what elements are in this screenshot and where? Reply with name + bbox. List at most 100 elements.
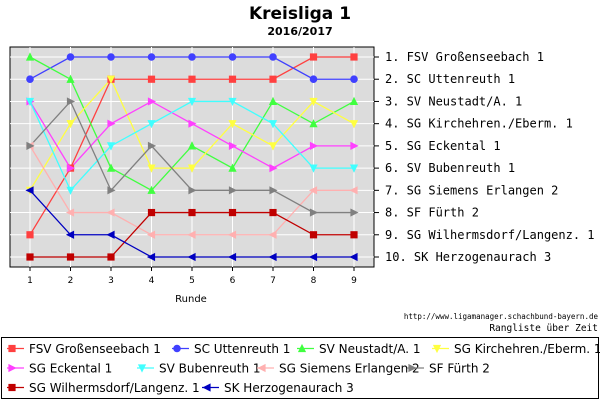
chart-title: Kreisliga 1 bbox=[249, 4, 351, 24]
data-point bbox=[268, 142, 278, 151]
chart-subtitle: 2016/2017 bbox=[267, 25, 332, 38]
data-point bbox=[147, 208, 156, 217]
legend-marker bbox=[8, 344, 16, 353]
data-point bbox=[106, 75, 116, 84]
data-point bbox=[268, 96, 278, 106]
legend-entry: SG Eckental 1 bbox=[29, 362, 112, 376]
standing-label: 6. SV Bubenreuth 1 bbox=[385, 161, 515, 175]
data-point bbox=[269, 208, 277, 217]
standing-label: 2. SC Uttenreuth 1 bbox=[385, 72, 515, 86]
data-point bbox=[350, 141, 359, 150]
data-point bbox=[188, 186, 197, 195]
legend-box bbox=[1, 337, 599, 399]
legend-entry: FSV Großenseebach 1 bbox=[29, 342, 161, 356]
standing-label: 9. SG Wilhermsdorf/Langenz. 1 bbox=[385, 228, 595, 242]
standing-label: 8. SF Fürth 2 bbox=[385, 206, 479, 220]
data-point bbox=[65, 230, 75, 239]
data-point bbox=[228, 186, 238, 195]
data-point bbox=[349, 96, 359, 106]
data-point bbox=[26, 75, 34, 84]
legend-entry: SG Siemens Erlangen 2 bbox=[279, 362, 420, 376]
legend-entry: SC Uttenreuth 1 bbox=[194, 342, 290, 356]
data-point bbox=[228, 208, 237, 217]
data-point bbox=[228, 75, 237, 83]
data-point bbox=[25, 52, 35, 61]
legend-entry: SG Wilhermsdorf/Langenz. 1 bbox=[29, 381, 200, 395]
data-point bbox=[65, 208, 75, 217]
legend-marker bbox=[173, 344, 181, 353]
standing-label: 1. FSV Großenseebach 1 bbox=[385, 50, 544, 64]
data-point bbox=[25, 97, 35, 107]
data-point bbox=[147, 97, 157, 106]
data-point bbox=[350, 53, 358, 61]
data-point bbox=[349, 164, 359, 173]
data-point bbox=[66, 74, 75, 83]
data-point bbox=[146, 230, 156, 239]
data-point bbox=[147, 75, 156, 83]
x-tick-label: 1 bbox=[27, 276, 33, 286]
data-point bbox=[269, 164, 278, 173]
legend-entry: SK Herzogenaurach 3 bbox=[224, 381, 354, 395]
data-point bbox=[107, 53, 115, 61]
data-point bbox=[228, 97, 237, 107]
data-point bbox=[309, 75, 318, 84]
data-point bbox=[349, 186, 358, 195]
data-point bbox=[26, 231, 34, 239]
x-tick-label: 2 bbox=[68, 276, 74, 286]
data-point bbox=[26, 141, 35, 150]
data-point bbox=[188, 208, 196, 217]
data-point bbox=[309, 119, 318, 128]
data-point bbox=[349, 252, 358, 262]
data-point bbox=[308, 186, 318, 195]
data-point bbox=[309, 208, 319, 217]
data-point bbox=[227, 252, 237, 262]
x-axis-ticks: 1 2 3 4 5 6 7 8 9 bbox=[27, 267, 357, 286]
standing-label: 10. SK Herzogenaurach 3 bbox=[385, 250, 551, 264]
x-tick-label: 9 bbox=[351, 276, 357, 286]
data-point bbox=[228, 120, 237, 129]
legend-marker bbox=[257, 363, 266, 373]
ranking-labels: 1. FSV Großenseebach 1 2. SC Uttenreuth 1… bbox=[374, 50, 595, 264]
data-point bbox=[187, 141, 197, 150]
data-point bbox=[187, 252, 196, 262]
data-point bbox=[268, 252, 277, 262]
legend-marker bbox=[408, 363, 417, 373]
data-point bbox=[66, 253, 75, 261]
data-point bbox=[309, 164, 318, 173]
data-point bbox=[146, 252, 156, 262]
data-point bbox=[107, 186, 116, 195]
data-point bbox=[106, 142, 116, 151]
data-point bbox=[187, 164, 197, 173]
standing-label: 4. SG Kirchehren./Eberm. 1 bbox=[385, 117, 573, 131]
legend-marker bbox=[8, 363, 17, 373]
data-point bbox=[309, 53, 318, 61]
x-tick-label: 7 bbox=[270, 276, 276, 286]
data-point bbox=[66, 120, 75, 129]
data-point bbox=[187, 230, 196, 239]
data-point bbox=[228, 141, 238, 150]
data-point bbox=[147, 53, 156, 61]
data-point bbox=[188, 119, 197, 128]
data-point bbox=[268, 120, 278, 129]
data-point bbox=[147, 185, 156, 194]
legend-marker bbox=[137, 364, 147, 373]
data-point bbox=[269, 186, 278, 195]
source-credit: http://www.ligamanager.schachbund-bayern… bbox=[404, 312, 599, 321]
legend-entry: SG Kirchehren./Eberm. 1 bbox=[454, 342, 600, 356]
data-point bbox=[66, 164, 76, 173]
legend-entry: SF Fürth 2 bbox=[429, 362, 490, 376]
data-point bbox=[66, 53, 75, 61]
data-point bbox=[227, 230, 237, 239]
legend-entry: SV Neustadt/A. 1 bbox=[319, 342, 421, 356]
data-point bbox=[309, 231, 318, 239]
data-point bbox=[188, 75, 196, 83]
data-point bbox=[188, 53, 196, 61]
data-point bbox=[308, 252, 318, 262]
standing-label: 7. SG Siemens Erlangen 2 bbox=[385, 183, 558, 197]
data-point bbox=[106, 230, 115, 239]
x-tick-label: 5 bbox=[189, 276, 195, 286]
data-point bbox=[26, 253, 34, 261]
x-tick-label: 8 bbox=[311, 276, 317, 286]
data-point bbox=[228, 53, 237, 61]
